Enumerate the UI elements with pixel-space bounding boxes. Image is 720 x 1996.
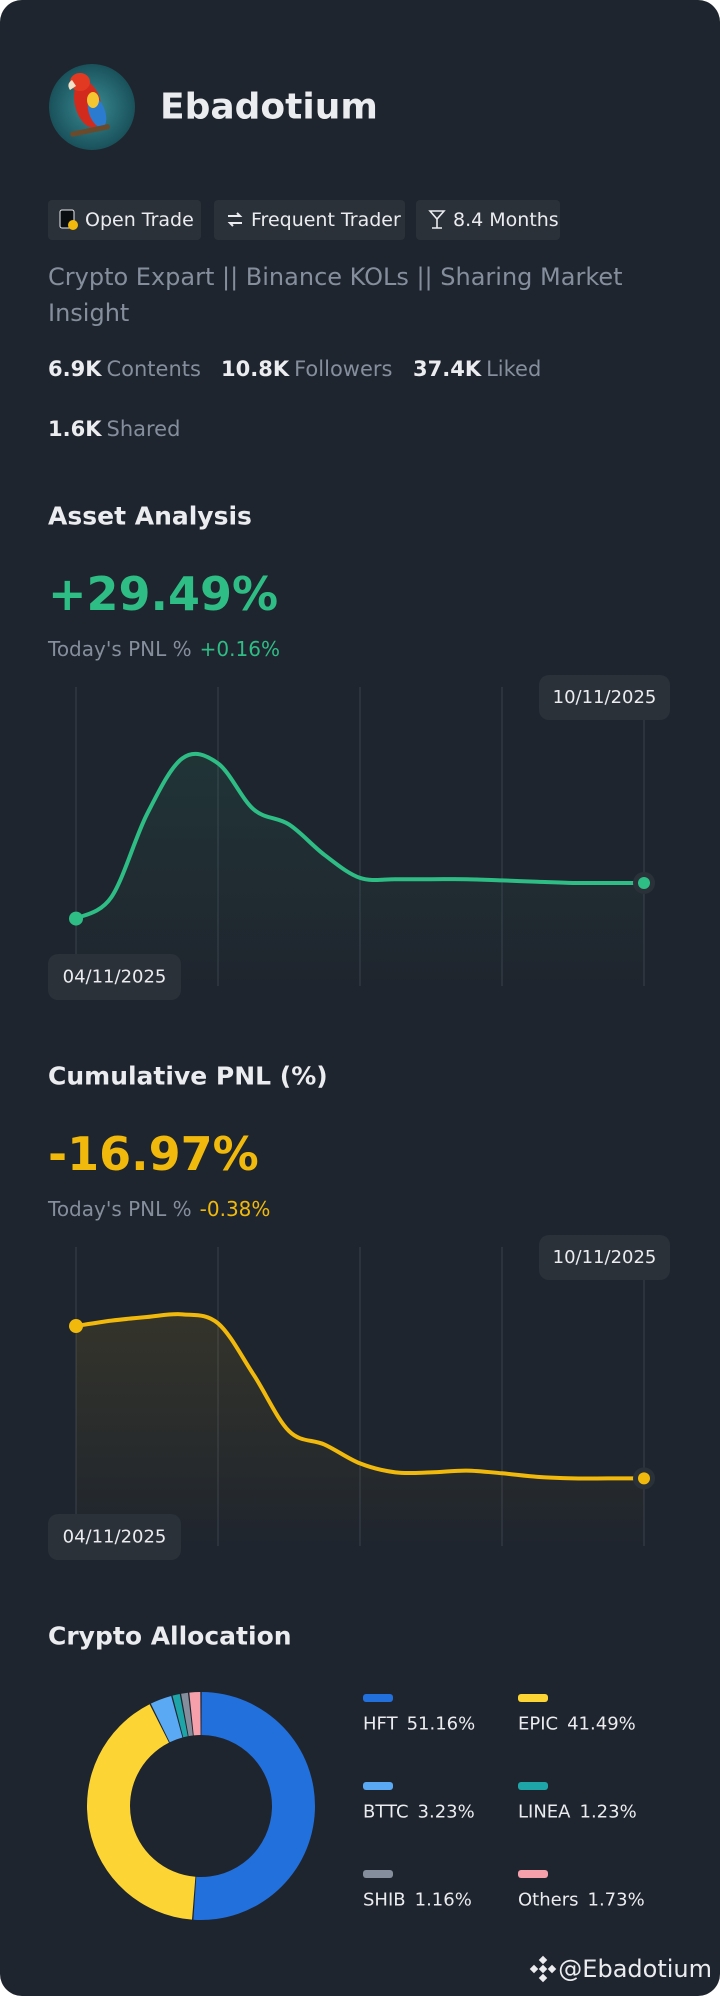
tag-pill — [416, 200, 560, 240]
tag-pill — [214, 200, 405, 240]
legend-swatch — [363, 1870, 393, 1878]
end-point — [638, 876, 650, 889]
start-point — [69, 1319, 83, 1334]
end-point — [638, 1472, 650, 1485]
section-title: Cumulative PNL (%) — [48, 1062, 328, 1091]
bio: Crypto Expart || Binance KOLs || Sharing… — [48, 263, 623, 327]
stat-label: Liked — [486, 357, 541, 381]
date-box — [48, 954, 181, 1000]
date-box — [539, 1235, 670, 1280]
legend-swatch — [363, 1782, 393, 1790]
legend-swatch — [518, 1694, 548, 1702]
avatar — [49, 64, 135, 150]
section-title: Asset Analysis — [48, 502, 252, 531]
legend-swatch — [518, 1782, 548, 1790]
legend-swatch — [363, 1694, 393, 1702]
donut-slice — [87, 1704, 196, 1920]
logo-part — [538, 1955, 548, 1965]
legend-value: 51.16% — [407, 1714, 476, 1735]
headline-value: +29.49% — [48, 567, 278, 621]
end-date: 10/11/2025 — [553, 1247, 657, 1268]
legend-value: 3.23% — [418, 1802, 475, 1823]
stat-value: 10.8K — [221, 357, 290, 381]
stat-value: 1.6K — [48, 417, 102, 441]
tag-label: 8.4 Months — [453, 209, 559, 231]
today-label: Today's PNL % — [47, 1197, 192, 1221]
logo-part — [538, 1973, 548, 1983]
section-title: Crypto Allocation — [48, 1622, 292, 1651]
line — [74, 751, 646, 921]
stat-label: Shared — [106, 417, 180, 441]
start-point — [69, 911, 83, 926]
line-area — [76, 1314, 644, 1546]
tag-icon — [227, 212, 243, 227]
legend-name: SHIB — [363, 1890, 406, 1911]
date-box — [539, 675, 670, 720]
donut-slice — [181, 1692, 193, 1737]
donut-slice — [193, 1692, 315, 1920]
legend-value: 1.16% — [415, 1890, 472, 1911]
start-date: 04/11/2025 — [63, 967, 167, 988]
legend-swatch — [518, 1870, 548, 1878]
end-date: 10/11/2025 — [553, 687, 657, 708]
stat-value: 37.4K — [413, 357, 482, 381]
tag-icon — [59, 209, 78, 230]
legend-name: HFT — [363, 1714, 399, 1735]
tag-label: Open Trade — [85, 209, 194, 231]
today-value: +0.16% — [200, 637, 280, 661]
date-box — [48, 1514, 181, 1560]
headline-value: -16.97% — [48, 1127, 259, 1181]
line — [74, 1312, 646, 1481]
tag-icon — [428, 210, 446, 229]
legend-name: LINEA — [518, 1802, 571, 1823]
stat-label: Followers — [294, 357, 392, 381]
legend-name: EPIC — [518, 1714, 558, 1735]
legend-value: 1.23% — [580, 1802, 637, 1823]
watermark: @Ebadotium — [558, 1955, 712, 1983]
donut-slice — [172, 1693, 188, 1738]
stat-value: 6.9K — [48, 357, 102, 381]
tag-label: Frequent Trader — [251, 209, 401, 231]
logo-part — [547, 1964, 557, 1974]
user-name: Ebadotium — [160, 87, 378, 128]
stat-label: Contents — [106, 357, 200, 381]
donut-slice — [189, 1692, 201, 1736]
legend-name: Others — [518, 1890, 579, 1911]
icon-part — [428, 210, 446, 229]
logo-part — [538, 1964, 548, 1974]
today-value: -0.38% — [200, 1197, 271, 1221]
logo-part — [529, 1964, 539, 1974]
line-area — [76, 753, 644, 986]
legend-name: BTTC — [363, 1802, 409, 1823]
legend-value: 41.49% — [567, 1714, 636, 1735]
donut-slice — [150, 1695, 183, 1743]
legend-value: 1.73% — [588, 1890, 645, 1911]
tag-pill — [48, 200, 201, 240]
watermark-logo — [529, 1955, 557, 1983]
icon-part — [227, 212, 243, 227]
start-date: 04/11/2025 — [63, 1527, 167, 1548]
icon-part — [68, 220, 78, 230]
today-label: Today's PNL % — [47, 637, 192, 661]
